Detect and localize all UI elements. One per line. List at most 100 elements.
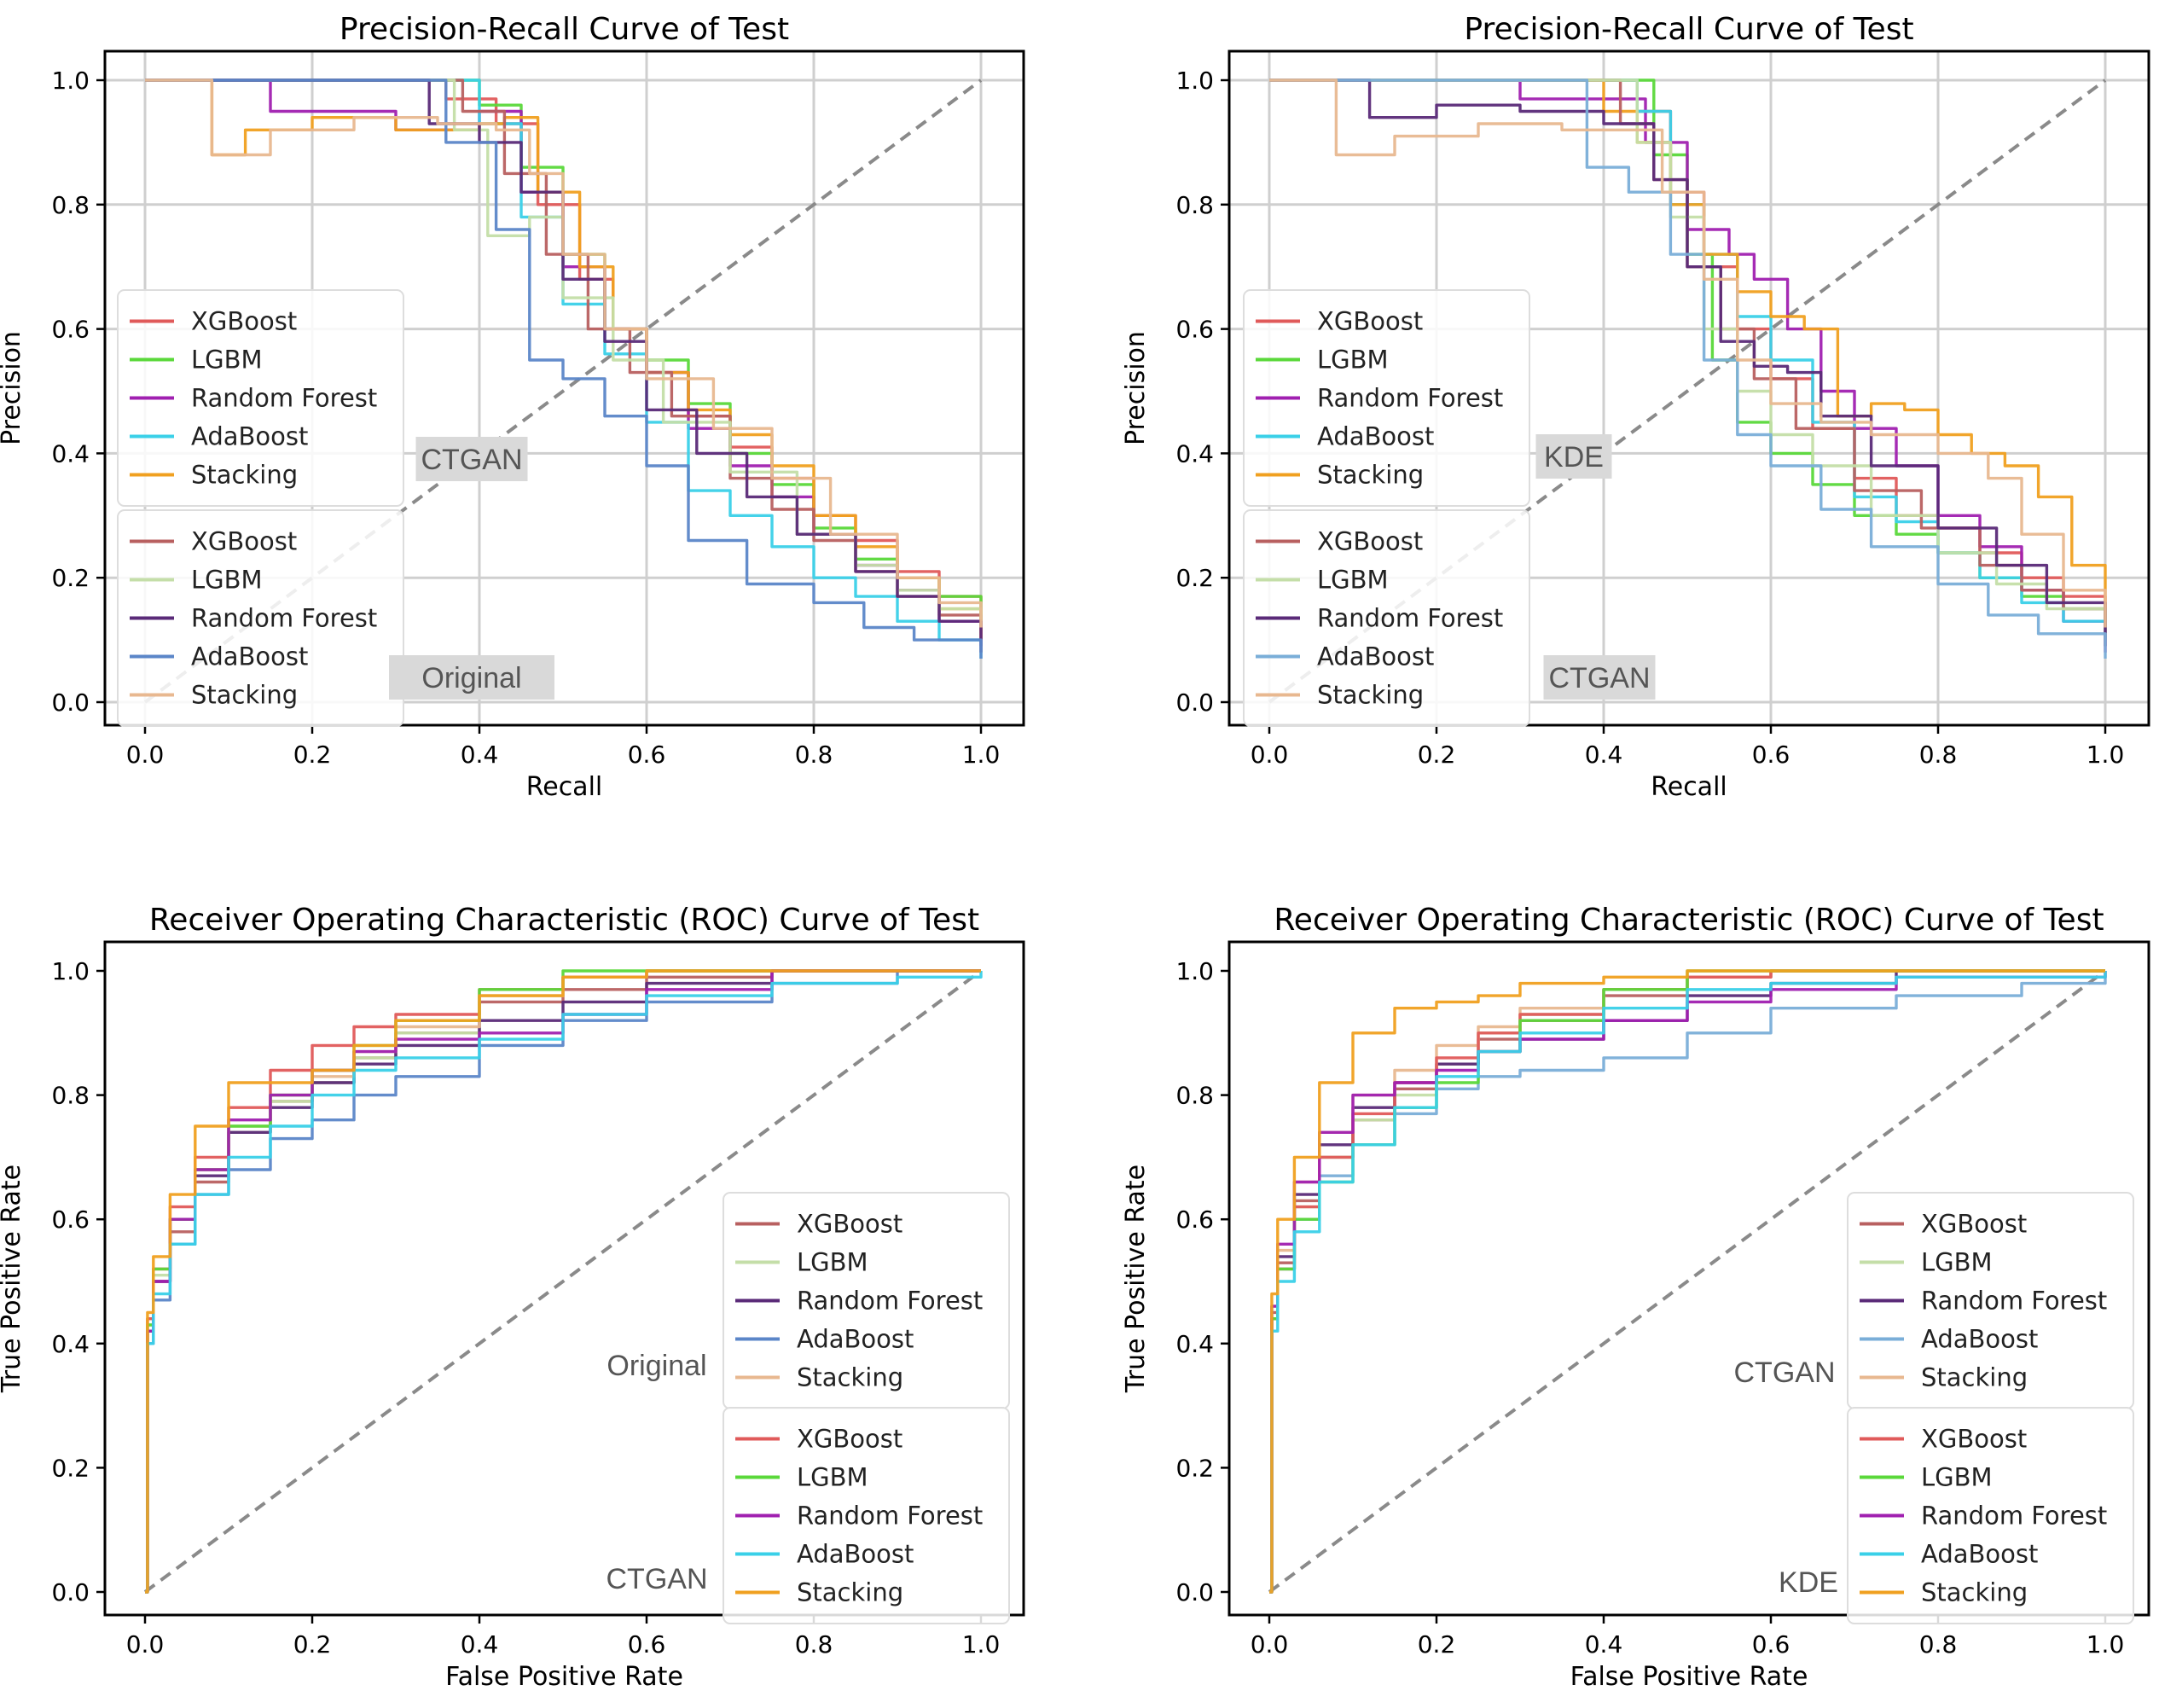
y-tick-label: 0.2 <box>51 564 90 592</box>
tag-box <box>1535 434 1612 479</box>
x-tick-label: 0.2 <box>1418 741 1456 769</box>
y-tick-label: 0.6 <box>51 316 90 344</box>
x-tick-label: 0.8 <box>1919 741 1958 769</box>
series-line-original-adaboost <box>145 78 983 659</box>
legend-ctgan: XGBoost LGBM Random Forest AdaBoost Stacking… <box>606 1407 1010 1624</box>
legend-label: XGBoost <box>191 527 297 556</box>
legend-label: Stacking <box>1317 461 1424 490</box>
axes-frame <box>103 940 1025 1617</box>
legend-label: LGBM <box>191 566 263 595</box>
series-line-ctgan-stacking <box>1269 78 2107 628</box>
legend-label: XGBoost <box>1921 1210 2027 1239</box>
legend-label: LGBM <box>797 1248 868 1277</box>
series-line-original-stacking <box>145 78 983 628</box>
legend-label: Stacking <box>1921 1578 2028 1607</box>
x-tick-label: 0.4 <box>1585 741 1623 769</box>
series-line-original-random-forest <box>145 78 983 653</box>
y-tick-label: 0.6 <box>51 1205 90 1234</box>
legend-label: AdaBoost <box>797 1540 914 1569</box>
y-tick-label: 0.0 <box>1175 1578 1214 1606</box>
legend-label: XGBoost <box>797 1425 902 1454</box>
dataset-tag-label: CTGAN <box>1549 662 1651 694</box>
legend-box <box>117 509 404 727</box>
y-tick-label: 1.0 <box>1175 957 1214 985</box>
legend-label: LGBM <box>1921 1248 1993 1277</box>
y-axis-label: True Positive Rate <box>0 1165 26 1393</box>
x-tick-label: 0.6 <box>628 741 666 769</box>
legend-box <box>1243 509 1530 727</box>
legend-box <box>1243 289 1530 507</box>
x-tick-label: 1.0 <box>962 1630 1001 1659</box>
legend-original: XGBoost LGBM Random Forest AdaBoost Stacking… <box>606 1192 1010 1409</box>
legend-label: XGBoost <box>1317 307 1423 336</box>
chart-panel-1: 0.0 0.0 0.2 0.2 0.4 0.4 0.6 0.6 0.8 0.8 1.0 1.0 Prec… <box>0 12 1025 802</box>
legend-label: LGBM <box>1317 346 1389 375</box>
y-tick-label: 0.8 <box>51 191 90 219</box>
axes-frame <box>1227 940 2150 1617</box>
chart-title: Receiver Operating Characteristic (ROC) … <box>1274 903 2104 938</box>
legend-label: Stacking <box>191 461 298 490</box>
x-tick-label: 1.0 <box>2086 1630 2125 1659</box>
dataset-tag-label: Original <box>421 662 521 694</box>
series-line-original-adaboost <box>145 969 981 1594</box>
x-tick-label: 0.0 <box>1251 1630 1289 1659</box>
legend-label: Random Forest <box>797 1502 983 1531</box>
legend-ctgan: XGBoost LGBM Random Forest AdaBoost Stacking… <box>117 289 528 507</box>
legend-original: XGBoost LGBM Random Forest AdaBoost Stacking… <box>117 509 554 727</box>
legend-label: AdaBoost <box>1921 1540 2038 1569</box>
legend-label: Stacking <box>191 681 298 710</box>
x-axis-label: Recall <box>526 772 603 802</box>
legend-label: AdaBoost <box>191 422 308 451</box>
legend-label: XGBoost <box>797 1210 902 1239</box>
legend-label: LGBM <box>191 346 263 375</box>
y-tick-label: 1.0 <box>1175 67 1214 95</box>
legend-label: Random Forest <box>191 384 377 413</box>
legend-label: XGBoost <box>1921 1425 2027 1454</box>
x-tick-label: 0.4 <box>1585 1630 1623 1659</box>
y-tick-label: 0.4 <box>1175 1330 1214 1358</box>
x-tick-label: 0.2 <box>1418 1630 1456 1659</box>
series-line-ctgan-lgbm <box>1269 78 2107 641</box>
dataset-tag-label: CTGAN <box>606 1563 708 1595</box>
y-tick-label: 0.2 <box>51 1454 90 1482</box>
legend-box <box>117 289 404 507</box>
y-tick-label: 1.0 <box>51 67 90 95</box>
dataset-tag-label: KDE <box>1544 441 1604 473</box>
legend-label: Random Forest <box>1921 1502 2107 1531</box>
legend-label: LGBM <box>797 1463 868 1492</box>
legend-label: Random Forest <box>1317 604 1503 633</box>
x-tick-label: 0.2 <box>293 741 332 769</box>
dataset-tag-label: Original <box>606 1350 706 1382</box>
y-tick-label: 0.2 <box>1175 1454 1214 1482</box>
legend-label: Random Forest <box>1317 384 1503 413</box>
y-tick-label: 0.6 <box>1175 316 1214 344</box>
y-tick-label: 0.8 <box>51 1082 90 1110</box>
chart-title: Precision-Recall Curve of Test <box>1464 12 1913 47</box>
legend-label: Stacking <box>1921 1363 2028 1392</box>
y-axis-label: True Positive Rate <box>1121 1165 1151 1393</box>
series-line-kde-stacking <box>1269 969 2105 1594</box>
legend-box <box>723 1407 1010 1624</box>
x-tick-label: 0.0 <box>1251 741 1289 769</box>
tag-box <box>415 437 528 481</box>
legend-ctgan: XGBoost LGBM Random Forest AdaBoost Stacking… <box>1243 509 1656 727</box>
x-tick-label: 0.2 <box>293 1630 332 1659</box>
x-tick-label: 0.6 <box>628 1630 666 1659</box>
legend-label: AdaBoost <box>1921 1325 2038 1354</box>
x-tick-label: 1.0 <box>2086 741 2125 769</box>
legend-label: Random Forest <box>1921 1287 2107 1316</box>
legend-label: LGBM <box>1921 1463 1993 1492</box>
x-axis-label: Recall <box>1651 772 1727 802</box>
y-tick-label: 1.0 <box>51 957 90 985</box>
legend-ctgan: XGBoost LGBM Random Forest AdaBoost Stacking… <box>1734 1192 2134 1409</box>
legend-kde: XGBoost LGBM Random Forest AdaBoost Stacking… <box>1779 1407 2134 1624</box>
legend-label: AdaBoost <box>1317 422 1434 451</box>
x-tick-label: 0.4 <box>461 741 499 769</box>
y-tick-label: 0.8 <box>1175 1082 1214 1110</box>
legend-kde: XGBoost LGBM Random Forest AdaBoost Stacking… <box>1243 289 1612 507</box>
legend-box <box>1847 1407 2134 1624</box>
diagonal-reference-line <box>1268 969 2107 1594</box>
tag-box <box>1543 655 1656 700</box>
y-tick-label: 0.6 <box>1175 1205 1214 1234</box>
